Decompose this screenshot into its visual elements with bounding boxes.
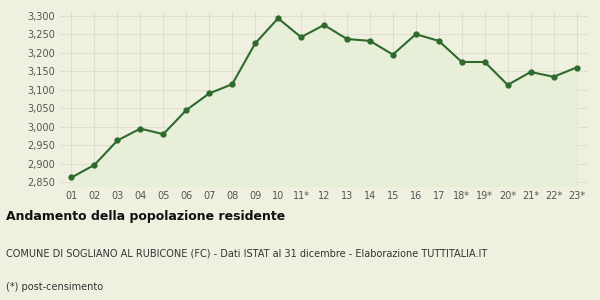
Text: (*) post-censimento: (*) post-censimento [6, 282, 103, 292]
Text: Andamento della popolazione residente: Andamento della popolazione residente [6, 210, 285, 223]
Text: COMUNE DI SOGLIANO AL RUBICONE (FC) - Dati ISTAT al 31 dicembre - Elaborazione T: COMUNE DI SOGLIANO AL RUBICONE (FC) - Da… [6, 249, 487, 259]
